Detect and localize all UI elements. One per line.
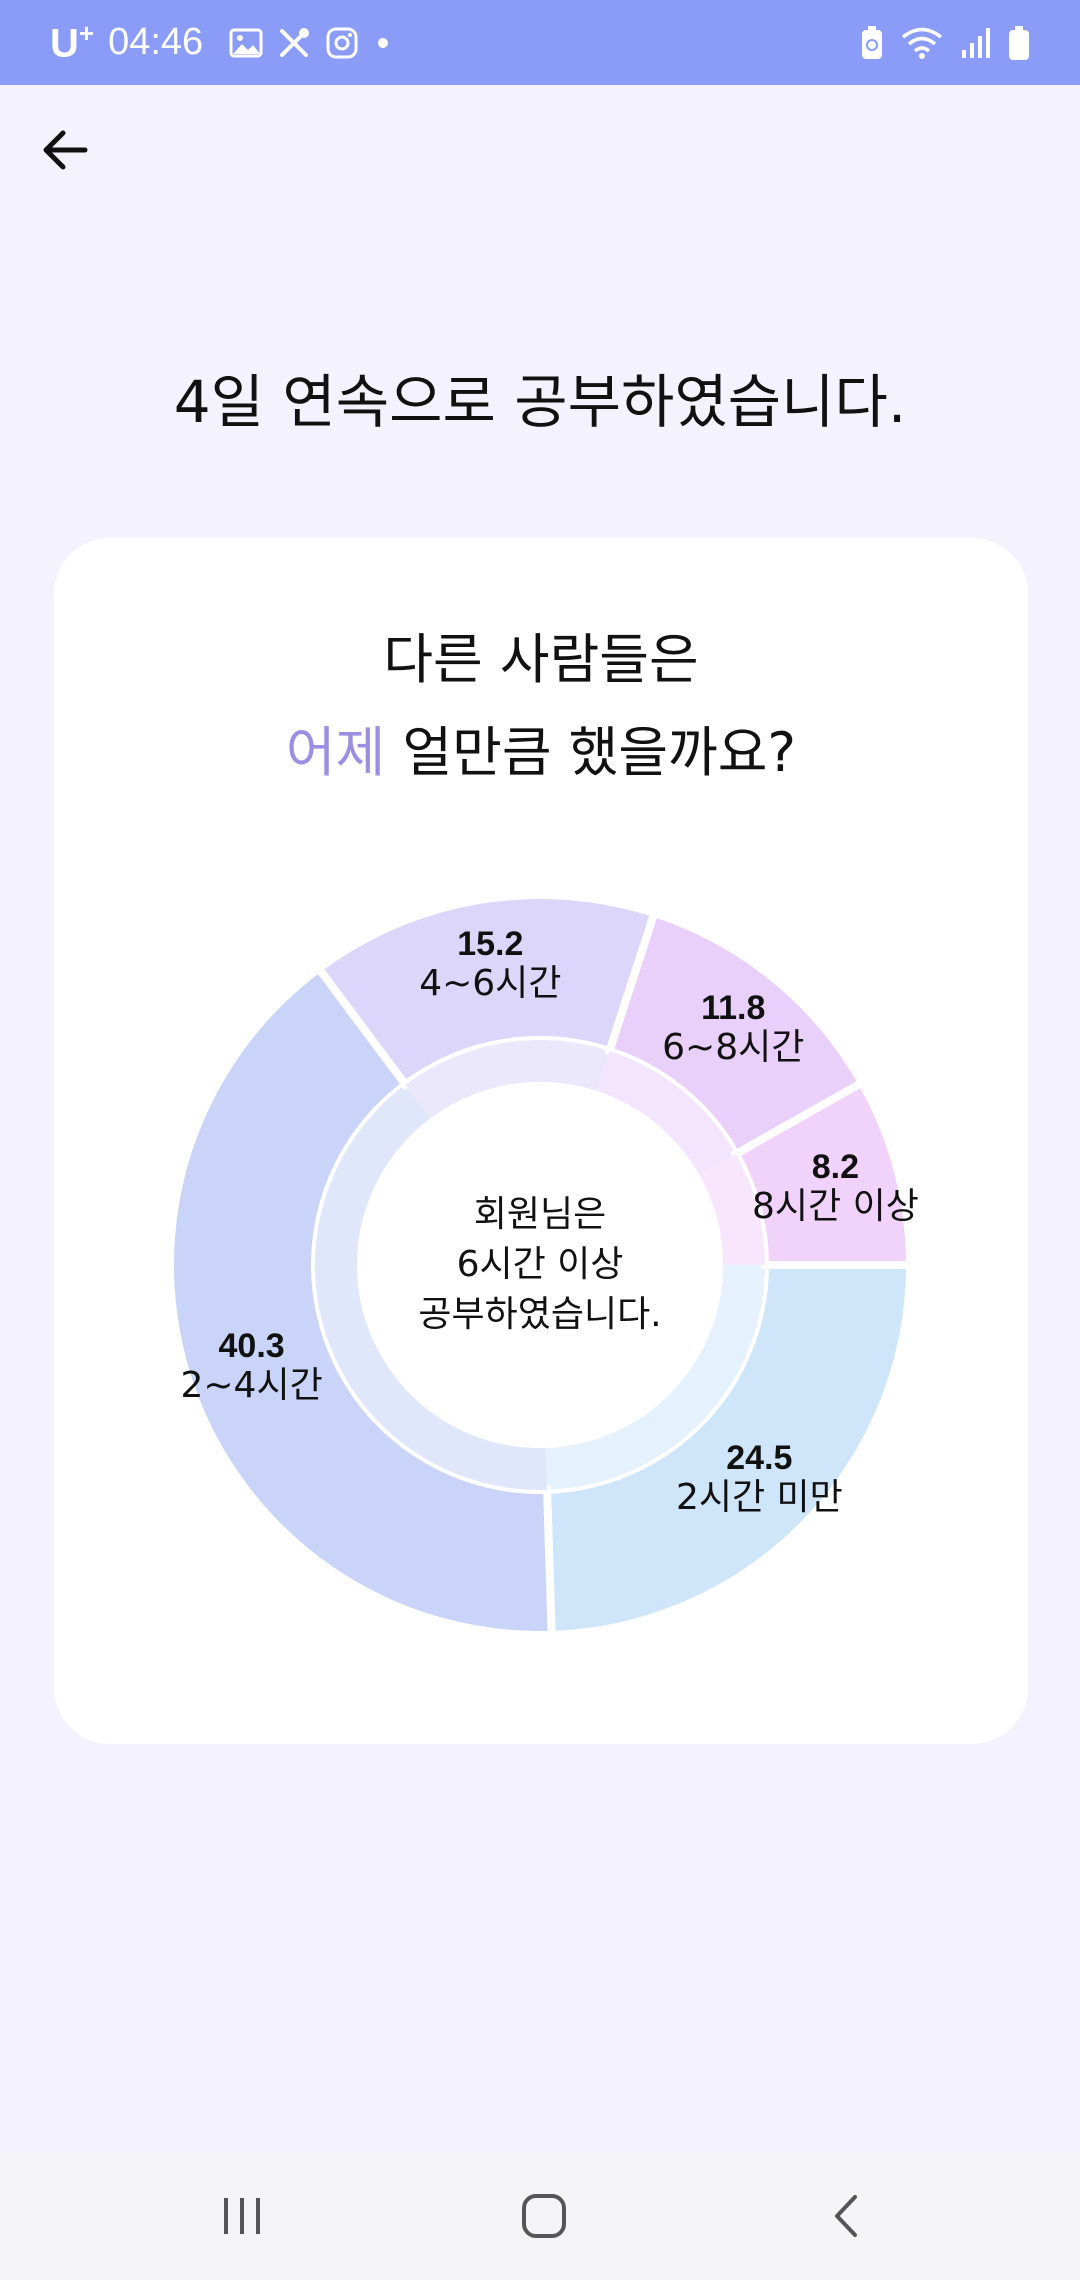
center-line-2: 6시간 이상 [456,1244,624,1285]
status-right [860,0,1030,85]
dot-icon [373,33,393,53]
segment-label: 11.8 6~8시간 [662,988,804,1068]
navigation-bar [0,2152,1080,2280]
center-line-3: 공부하였습니다. [418,1294,662,1335]
segment-category: 2시간 미만 [675,1476,843,1518]
donut-inner-ring-5 [699,1154,765,1265]
question-rest: 얼만큼 했을까요? [385,721,797,784]
segment-label: 24.5 2시간 미만 [676,1438,843,1518]
question-line2: 어제 얼만큼 했을까요? [54,708,1028,787]
battery-icon [1008,25,1030,61]
battery-saver-icon [860,25,884,61]
wifi-icon [900,26,944,60]
home-button[interactable] [484,2152,604,2280]
segment-label: 40.3 2~4시간 [180,1326,322,1406]
donut-hole [357,1082,723,1448]
segment-label: 8.2 8시간 이상 [752,1147,919,1227]
segment-category: 4~6시간 [419,962,562,1004]
question-line1: 다른 사람들은 [383,628,699,691]
segment-category: 6~8시간 [662,1027,805,1069]
segment-value: 8.2 [811,1148,860,1187]
gallery-icon [229,28,263,58]
donut-inner-ring-4 [596,1051,736,1175]
arrow-left-icon [43,130,88,170]
segment-label: 15.2 4~6시간 [419,924,561,1004]
segment-value: 11.8 [701,989,766,1028]
segment-value: 15.2 [457,924,524,963]
center-line-1: 회원님은 [473,1194,607,1235]
donut-inner-ring-1 [545,1265,765,1490]
donut-inner-ring-3 [405,1040,610,1119]
recent-apps-icon [224,2198,260,2234]
tools-icon [277,26,311,60]
segment-category: 2~4시간 [180,1364,323,1406]
chart-center-text: 회원님은 6시간 이상 공부하였습니다. [395,1190,685,1340]
page-title: 4일 연속으로 공부하였습니다. [173,368,907,436]
segment-value: 24.5 [726,1438,793,1477]
carrier-label: U+ [50,18,95,66]
segment-value: 40.3 [218,1326,285,1365]
instagram-icon [325,26,359,60]
nav-back-button[interactable] [786,2152,906,2280]
home-icon [522,2194,566,2238]
donut-inner-ring-2 [315,1084,548,1490]
segment-category: 8시간 이상 [751,1186,919,1228]
status-bar: U+ 04:46 [0,0,1080,85]
status-left: U+ 04:46 [50,0,393,85]
status-time: 04:46 [108,21,204,63]
recent-apps-button[interactable] [182,2152,302,2280]
back-button[interactable] [30,115,100,185]
question-accent: 어제 [285,721,386,784]
signal-icon [960,26,992,60]
back-icon [835,2195,857,2237]
